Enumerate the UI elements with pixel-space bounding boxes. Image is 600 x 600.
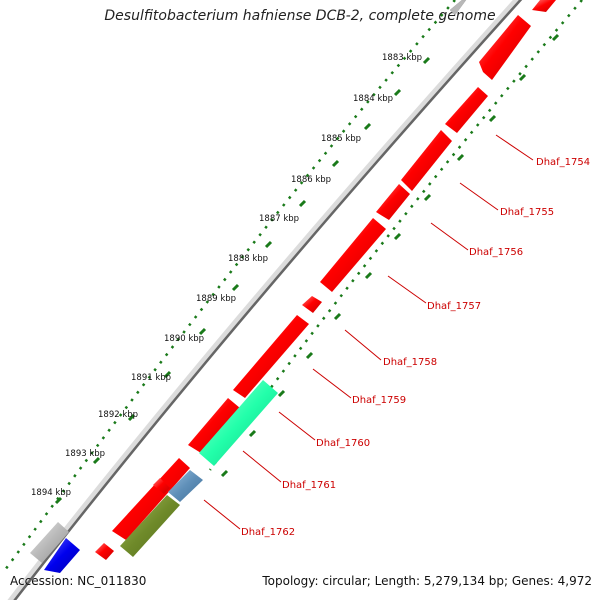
gene-label-dhaf-1759: Dhaf_1759: [352, 395, 406, 406]
gene-label-dhaf-1760: Dhaf_1760: [316, 438, 370, 449]
gene-dhaf-1761: [112, 458, 190, 540]
gene-dhaf-1758: [302, 296, 322, 313]
scale-label-1889: 1889 kbp: [196, 294, 236, 304]
gene-label-dhaf-1756: Dhaf_1756: [469, 247, 523, 258]
scale-label-1892: 1892 kbp: [98, 410, 138, 420]
gene-dhaf-1754: [479, 15, 531, 80]
outer-major-ticks: [54, 56, 431, 505]
gene-label-dhaf-1762: Dhaf_1762: [241, 527, 295, 538]
scale-label-1894: 1894 kbp: [31, 488, 71, 498]
scale-label-1887: 1887 kbp: [259, 214, 299, 224]
gene-dhaf-1762: [95, 543, 114, 560]
outer-tick-ring: [3, 0, 456, 571]
gene-label-dhaf-1761: Dhaf_1761: [282, 480, 336, 491]
scale-label-1890: 1890 kbp: [164, 334, 204, 344]
gene-feature-teal: [199, 380, 278, 466]
gene-feature: [532, 0, 556, 12]
scale-label-1885: 1885 kbp: [321, 134, 361, 144]
gene-feature-olive: [120, 495, 180, 557]
gene-feature: [30, 522, 69, 563]
inner-tick-ring: [208, 0, 583, 471]
gene-label-dhaf-1757: Dhaf_1757: [427, 301, 481, 312]
forward-strand-features: [30, 0, 467, 563]
gene-feature: [445, 87, 488, 133]
scale-label-1888: 1888 kbp: [228, 254, 268, 264]
inner-strand-features: [44, 0, 556, 573]
gene-feature-steelblue: [168, 470, 203, 502]
gene-dhaf-1759: [233, 315, 309, 398]
gene-dhaf-1757: [320, 218, 386, 292]
scale-label-1893: 1893 kbp: [65, 449, 105, 459]
scale-label-1891: 1891 kbp: [131, 373, 171, 383]
scale-label-1884: 1884 kbp: [353, 94, 393, 104]
gene-dhaf-1756: [376, 184, 410, 220]
accession-text: Accession: NC_011830: [10, 574, 147, 588]
genome-title: Desulfitobacterium hafniense DCB-2, comp…: [104, 8, 496, 24]
inner-major-ticks: [220, 33, 560, 478]
gene-labels: Dhaf_1754 Dhaf_1755 Dhaf_1756 Dhaf_1757 …: [241, 157, 590, 538]
gene-feature: [449, 0, 467, 16]
scale-label-1883: 1883 kbp: [382, 53, 422, 63]
scale-labels: 1883 kbp 1884 kbp 1885 kbp 1886 kbp 1887…: [31, 53, 422, 498]
gene-label-dhaf-1755: Dhaf_1755: [500, 207, 554, 218]
gene-feature-blue: [44, 538, 80, 573]
gene-label-dhaf-1758: Dhaf_1758: [383, 357, 437, 368]
gene-label-leaders: [203, 134, 534, 530]
genome-backbone-edge: [13, 0, 523, 600]
gene-label-dhaf-1754: Dhaf_1754: [536, 157, 590, 168]
topology-text: Topology: circular; Length: 5,279,134 bp…: [262, 574, 592, 588]
gene-feature: [153, 478, 170, 494]
gene-dhaf-1755: [401, 130, 452, 191]
gene-dhaf-1760: [188, 398, 240, 453]
genome-backbone: [7, 0, 523, 600]
scale-label-1886: 1886 kbp: [291, 175, 331, 185]
